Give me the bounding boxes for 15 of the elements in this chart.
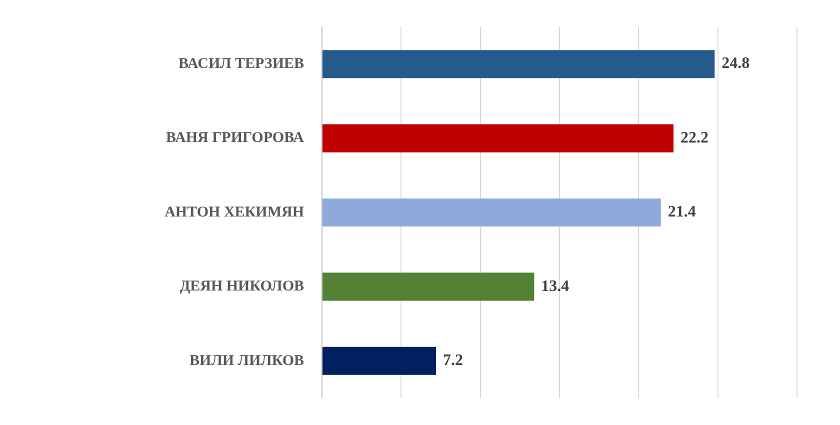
data-label: 22.2 <box>680 129 708 146</box>
y-tick-label: АНТОН ХЕКИМЯН <box>164 204 304 220</box>
bar <box>322 124 674 152</box>
data-label: 21.4 <box>668 204 696 221</box>
y-tick-label: ВИЛИ ЛИЛКОВ <box>190 352 304 369</box>
data-label: 13.4 <box>541 278 570 295</box>
y-tick-label: ВАНЯ ГРИГОРОВА <box>166 130 304 146</box>
bar <box>322 346 436 375</box>
bar <box>322 198 661 227</box>
bar <box>322 272 534 301</box>
data-label: 24.8 <box>722 55 750 72</box>
bar <box>322 50 715 78</box>
data-label: 7.2 <box>443 352 463 370</box>
y-tick-label: ВАСИЛ ТЕРЗИЕВ <box>178 56 304 72</box>
y-tick-label: ДЕЯН НИКОЛОВ <box>180 278 304 295</box>
